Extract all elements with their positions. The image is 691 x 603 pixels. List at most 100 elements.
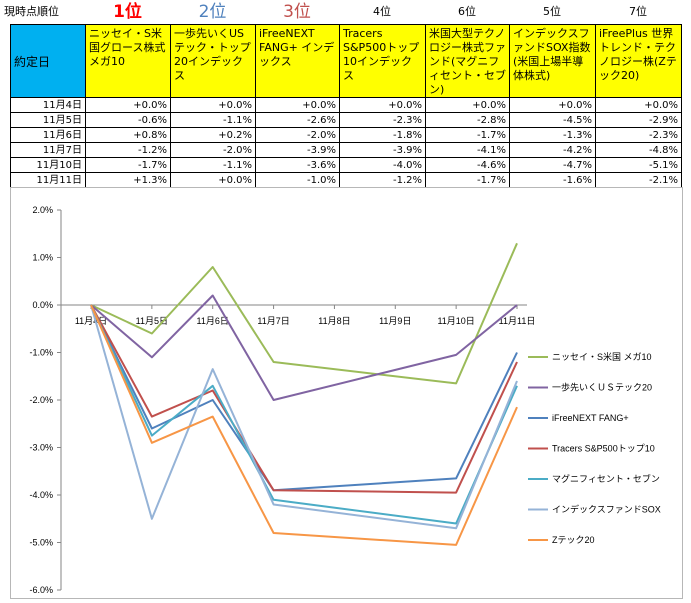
value-cell: -1.7% [425,172,510,188]
table-row: 11月6日 +0.8% +0.2% -2.0% -1.8% -1.7% -1.3% -2.3% [10,127,682,143]
value-cell: +0.0% [509,97,596,113]
fund-column-header: iFreeNEXT FANG+ インデックス [255,24,340,98]
x-tick-label: 11月10日 [437,316,474,326]
value-cell: -3.9% [255,142,340,158]
value-cell: -2.3% [339,112,426,128]
value-cell: -2.0% [255,127,340,143]
value-cell: -1.2% [85,142,171,158]
fund-column-header: iFreePlus 世界トレンド・テクノロジー株(Zテック20) [595,24,682,98]
rank-badge: 2位 [198,2,227,22]
value-cell: -4.0% [339,157,426,173]
value-cell: -1.0% [255,172,340,188]
value-cell: -4.6% [425,157,510,173]
value-cell: -2.8% [425,112,510,128]
value-cell: +0.0% [595,97,682,113]
legend-label: インデックスファンドSOX [552,504,661,515]
y-tick-label: 2.0% [32,205,53,215]
x-tick-label: 11月11日 [499,316,536,326]
rank-badge: 6位 [458,5,476,18]
table-row: 11月5日 -0.6% -1.1% -2.6% -2.3% -2.8% -4.5% -2.9% [10,112,682,128]
rank-badge: 4位 [373,5,391,18]
value-cell: -4.8% [595,142,682,158]
value-cell: -2.3% [595,127,682,143]
value-cell: -2.6% [255,112,340,128]
date-cell: 11月6日 [10,127,86,143]
value-cell: -1.1% [170,157,256,173]
y-tick-label: -1.0% [29,348,53,358]
y-tick-label: 1.0% [32,253,53,263]
fund-column-header: インデックスファンドSOX指数(米国上場半導体株式) [509,24,596,98]
rank-badge: 1位 [113,2,142,22]
value-cell: -1.7% [425,127,510,143]
fund-column-header: 米国大型テクノロジー株式ファンド(マグニフィセント・セブン) [425,24,510,98]
legend-label: マグニフィセント・セブン [552,473,660,484]
legend-label: ニッセイ・S米国 メガ10 [552,351,652,362]
value-cell: +0.8% [85,127,171,143]
series-line [90,294,518,401]
series-line [90,242,518,385]
value-cell: -1.3% [509,127,596,143]
rank-badge: 7位 [629,5,647,18]
value-cell: +0.0% [339,97,426,113]
value-cell: +0.0% [170,97,256,113]
value-cell: -1.7% [85,157,171,173]
value-cell: -3.6% [255,157,340,173]
value-cell: +0.0% [170,172,256,188]
table-row: 11月7日 -1.2% -2.0% -3.9% -3.9% -4.1% -4.2% -4.8% [10,142,682,158]
y-tick-label: -6.0% [29,585,53,595]
value-cell: +0.0% [255,97,340,113]
value-cell: -3.9% [339,142,426,158]
table-row: 11月11日 +1.3% +0.0% -1.0% -1.2% -1.7% -1.6% -2.1… [10,172,682,188]
value-cell: -0.6% [85,112,171,128]
value-cell: +0.2% [170,127,256,143]
y-tick-label: -3.0% [29,443,53,453]
x-tick-label: 11月9日 [379,316,411,326]
legend-label: iFreeNEXT FANG+ [552,413,629,423]
rank-label: 現時点順位 [4,5,59,18]
x-tick-label: 11月4日 [75,316,107,326]
y-tick-label: -5.0% [29,538,53,548]
y-tick-label: -4.0% [29,490,53,500]
date-cell: 11月10日 [10,157,86,173]
value-cell: -2.9% [595,112,682,128]
series-line [90,304,518,546]
fund-column-header: 一歩先いくUSテック・トップ20インデックス [170,24,256,98]
series-line [90,304,518,494]
rank-row: 現時点順位 1位 2位 3位 4位 6位 5位 7位 [0,0,691,24]
x-tick-label: 11月7日 [257,316,289,326]
value-cell: -1.6% [509,172,596,188]
value-cell: -4.2% [509,142,596,158]
value-cell: -4.7% [509,157,596,173]
date-column-header: 約定日 [10,24,86,98]
date-cell: 11月5日 [10,112,86,128]
value-cell: +0.0% [425,97,510,113]
x-tick-label: 11月5日 [136,316,168,326]
date-cell: 11月11日 [10,172,86,188]
value-cell: -4.1% [425,142,510,158]
performance-table: 約定日 ニッセイ・S米国グロース株式メガ10 一歩先いくUSテック・トップ20イン… [10,24,682,188]
table-row: 11月10日 -1.7% -1.1% -3.6% -4.0% -4.6% -4.7% -5.1… [10,157,682,173]
value-cell: -2.0% [170,142,256,158]
fund-column-header: ニッセイ・S米国グロース株式メガ10 [85,24,171,98]
table-header-row: 約定日 ニッセイ・S米国グロース株式メガ10 一歩先いくUSテック・トップ20イン… [10,24,682,98]
line-chart: 2.0% 1.0% 0.0% -1.0% -2.0% -3.0% -4.0% -5.0% -6.… [10,187,683,599]
value-cell: +0.0% [85,97,171,113]
line-chart-svg: 2.0% 1.0% 0.0% -1.0% -2.0% -3.0% -4.0% -5.0% -6.… [29,205,661,595]
value-cell: +1.3% [85,172,171,188]
series-line [90,304,518,525]
value-cell: -5.1% [595,157,682,173]
legend-label: 一歩先いくＵＳテック20 [552,382,652,393]
date-cell: 11月7日 [10,142,86,158]
rank-badge: 5位 [543,5,561,18]
fund-column-header: Tracers S&P500トップ10インデックス [339,24,426,98]
rank-badge: 3位 [283,2,311,22]
value-cell: -1.1% [170,112,256,128]
y-tick-label: -2.0% [29,395,53,405]
x-tick-label: 11月8日 [318,316,350,326]
table-row: 11月4日 +0.0% +0.0% +0.0% +0.0% +0.0% +0.0% +0.0% [10,97,682,113]
series-line [90,304,518,492]
legend-label: Zテック20 [552,535,595,545]
y-tick-label: 0.0% [32,300,53,310]
value-cell: -2.1% [595,172,682,188]
legend-label: Tracers S&P500トップ10 [552,444,655,454]
